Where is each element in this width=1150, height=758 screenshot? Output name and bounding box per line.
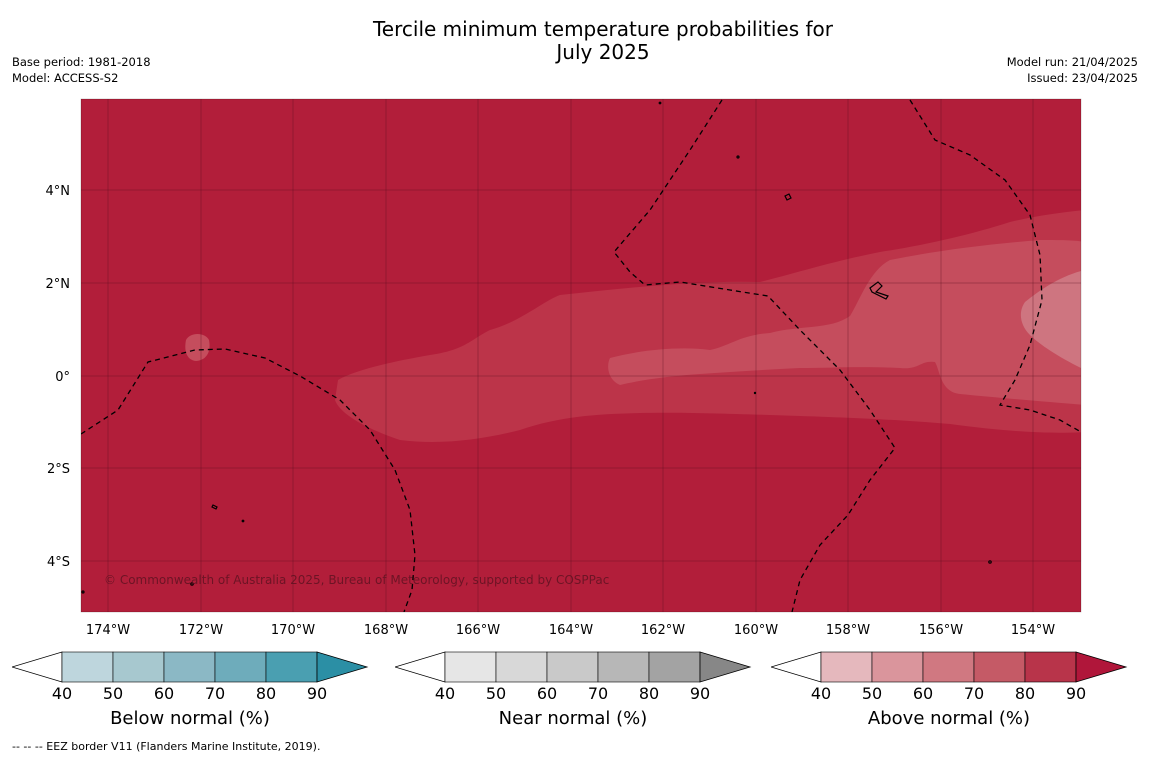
tick: 50	[485, 684, 507, 703]
lon-label-156w: 156°W	[919, 623, 963, 638]
colorbar-segment	[1024, 651, 1077, 683]
model-name: Model: ACCESS-S2	[12, 71, 119, 85]
lon-label-154w: 154°W	[1011, 623, 1055, 638]
colorbar-segment	[648, 651, 701, 683]
tick: 60	[912, 684, 934, 703]
colorbar-low-extend	[771, 651, 822, 683]
tick: 90	[689, 684, 711, 703]
base-period: Base period: 1981-2018	[12, 55, 151, 69]
tick: 80	[1014, 684, 1036, 703]
colorbar-high-extend	[699, 651, 752, 683]
colorbar-high-extend	[316, 651, 369, 683]
tick: 60	[536, 684, 558, 703]
lon-label-174w: 174°W	[86, 623, 130, 638]
tick: 50	[861, 684, 883, 703]
issued-date: Issued: 23/04/2025	[1027, 71, 1138, 85]
colorbar-segment	[871, 651, 924, 683]
lon-label-172w: 172°W	[179, 623, 223, 638]
tick: 40	[434, 684, 456, 703]
title-line-1: Tercile minimum temperature probabilitie…	[372, 17, 834, 41]
tick: 90	[306, 684, 328, 703]
title-line-2: July 2025	[556, 40, 650, 64]
colorbar-segment	[214, 651, 267, 683]
lon-label-168w: 168°W	[364, 623, 408, 638]
islands	[81, 101, 992, 594]
lat-label-2n: 2°N	[46, 277, 71, 292]
colorbar-below-graphic	[12, 651, 369, 683]
lat-label-0: 0°	[55, 370, 70, 385]
lon-label-166w: 166°W	[456, 623, 500, 638]
colorbar-segment	[973, 651, 1026, 683]
colorbar-high-extend	[1075, 651, 1128, 683]
probability-region-70	[608, 240, 1081, 405]
colorbar-segment	[820, 651, 873, 683]
lon-label-164w: 164°W	[549, 623, 593, 638]
tick: 80	[638, 684, 660, 703]
colorbar-near-label: Near normal (%)	[498, 708, 648, 729]
tick: 40	[51, 684, 73, 703]
tick: 50	[102, 684, 124, 703]
tick: 90	[1065, 684, 1087, 703]
colorbar-segment	[265, 651, 318, 683]
colorbar-above-label: Above normal (%)	[867, 708, 1031, 729]
eez-borders	[81, 99, 1081, 612]
grid-lines	[81, 99, 1081, 612]
colorbar-segment	[922, 651, 975, 683]
colorbar-segment	[444, 651, 497, 683]
colorbar-segment	[112, 651, 165, 683]
probability-region-70-small	[185, 334, 210, 361]
copyright-text: © Commonwealth of Australia 2025, Bureau…	[104, 573, 609, 587]
lon-label-160w: 160°W	[734, 623, 778, 638]
probability-region-60	[1020, 271, 1081, 369]
model-run: Model run: 21/04/2025	[1006, 55, 1138, 69]
colorbar-segment	[495, 651, 548, 683]
lon-label-170w: 170°W	[271, 623, 315, 638]
lon-axis-labels: 174°W 172°W 170°W 168°W 166°W 164°W 162°…	[86, 623, 1055, 638]
colorbar-near-normal: 40 50 60 70 80 90 Near normal (%)	[395, 650, 753, 729]
colorbar-below-label: Below normal (%)	[110, 708, 270, 729]
colorbar-below-normal: 40 50 60 70 80 90 Below normal (%)	[12, 650, 370, 729]
colorbar-segment	[597, 651, 650, 683]
lon-label-158w: 158°W	[826, 623, 870, 638]
lat-axis-labels: 4°N 2°N 0° 2°S 4°S	[46, 184, 71, 570]
map-frame	[80, 98, 1082, 613]
colorbar-low-extend	[395, 651, 446, 683]
colorbar-segment	[61, 651, 114, 683]
lon-label-162w: 162°W	[641, 623, 685, 638]
tick: 70	[963, 684, 985, 703]
colorbar-low-extend	[12, 651, 63, 683]
colorbar-segment	[163, 651, 216, 683]
meta-left: Base period: 1981-2018 Model: ACCESS-S2	[12, 54, 151, 86]
lat-label-4s: 4°S	[47, 555, 70, 570]
tick: 80	[255, 684, 277, 703]
chart-title: Tercile minimum temperature probabilitie…	[0, 18, 1150, 64]
colorbar-above-normal: 40 50 60 70 80 90 Above normal (%)	[771, 650, 1129, 729]
lat-label-4n: 4°N	[46, 184, 71, 199]
map: © Commonwealth of Australia 2025, Bureau…	[46, 98, 1082, 638]
colorbar-segment	[546, 651, 599, 683]
tick: 70	[204, 684, 226, 703]
tick: 60	[153, 684, 175, 703]
tick: 40	[810, 684, 832, 703]
lat-label-2s: 2°S	[47, 462, 70, 477]
footnote-eez: -- -- -- EEZ border V11 (Flanders Marine…	[12, 740, 321, 753]
meta-right: Model run: 21/04/2025 Issued: 23/04/2025	[1007, 54, 1138, 86]
colorbar-near-graphic	[395, 651, 752, 683]
tick: 70	[587, 684, 609, 703]
colorbar-above-graphic	[771, 651, 1128, 683]
